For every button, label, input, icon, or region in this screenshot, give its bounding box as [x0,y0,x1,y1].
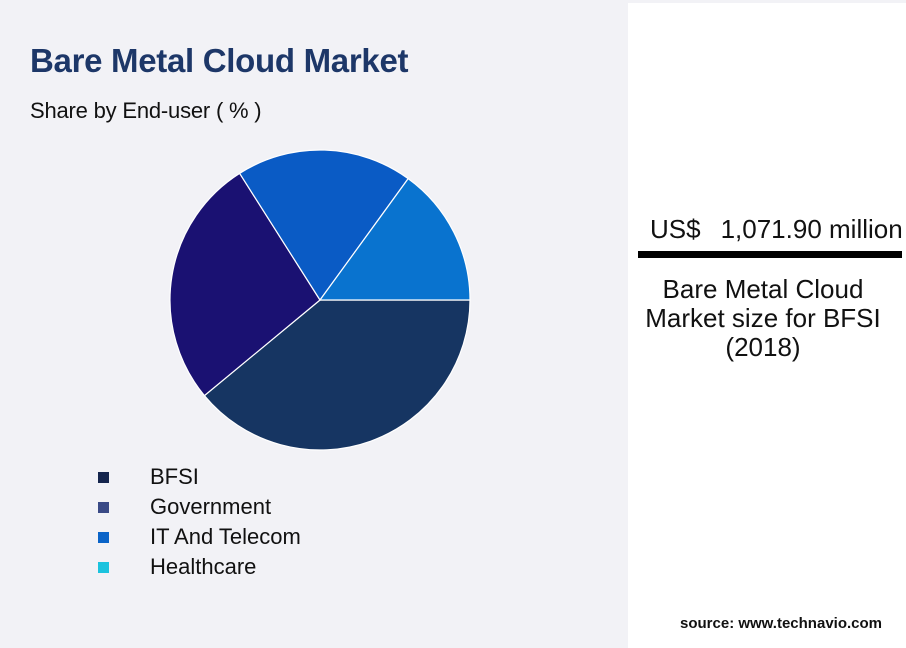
stat-panel [628,3,906,648]
legend-item-healthcare: Healthcare [98,552,301,582]
chart-legend: BFSI Government IT And Telecom Healthcar… [98,462,301,582]
chart-title: Bare Metal Cloud Market [30,42,409,79]
pie-slice-bfsi [203,299,471,451]
market-size-amount: 1,071.90 million [720,214,903,244]
pie-slice-it-and-telecom [238,149,410,302]
legend-swatch-bfsi [98,471,109,483]
stat-divider [638,251,902,258]
legend-swatch-healthcare [98,561,109,573]
legend-label-it-and-telecom: IT And Telecom [150,524,301,549]
legend-swatch-it-and-telecom [98,531,109,543]
pie-chart [169,149,471,451]
legend-item-it-and-telecom: IT And Telecom [98,522,301,552]
market-size-caption: Bare Metal Cloud Market size for BFSI (2… [645,274,881,362]
market-size-value: US$ 1,071.90 million [650,214,906,245]
source-credit: source: www.technavio.com [680,615,882,632]
pie-slice-government [169,172,321,397]
legend-label-bfsi: BFSI [150,464,199,489]
legend-label-government: Government [150,494,272,519]
legend-swatch-government [98,501,109,513]
chart-subtitle: Share by End-user ( % ) [30,98,262,123]
legend-item-government: Government [98,492,301,522]
currency-label: US$ [650,214,701,244]
legend-label-healthcare: Healthcare [150,554,257,579]
pie-slice-healthcare [318,177,471,301]
legend-item-bfsi: BFSI [98,462,301,492]
